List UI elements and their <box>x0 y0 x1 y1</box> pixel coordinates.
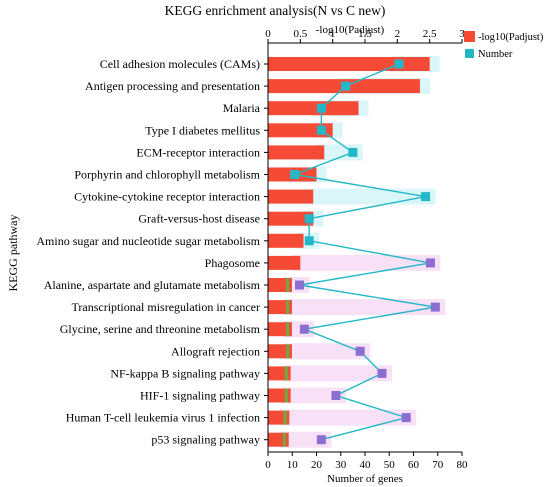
bottom-tick-label: 40 <box>360 459 372 471</box>
legend-swatch-number <box>465 49 474 58</box>
number-point <box>377 368 387 378</box>
bottom-tick-label: 30 <box>335 459 347 471</box>
top-tick-label: 0.5 <box>293 28 307 40</box>
top-tick-label: 0 <box>265 28 271 40</box>
category-label: Cytokine-cytokine receptor interaction <box>74 190 260 204</box>
bottom-tick-label: 80 <box>457 459 469 471</box>
padjust-bar <box>268 211 314 226</box>
top-tick-label: 2.5 <box>423 28 437 40</box>
padjust-bar <box>268 233 304 248</box>
row-band <box>292 254 441 271</box>
padjust-bar-accent <box>284 388 289 403</box>
category-label: Antigen processing and presentation <box>85 79 260 93</box>
top-tick-label: 2 <box>395 28 401 40</box>
bottom-axis-label: Number of genes <box>327 473 403 485</box>
number-point <box>341 81 351 91</box>
number-point <box>401 413 411 423</box>
category-label: Cell adhesion molecules (CAMs) <box>100 57 260 71</box>
top-tick-label: 3 <box>459 28 465 40</box>
legend-label-padjust: -log10(Padjust) <box>478 32 544 43</box>
padjust-bar <box>268 255 301 270</box>
padjust-bar <box>268 145 325 160</box>
number-point <box>290 170 300 179</box>
category-label: Transcriptional misregulation in cancer <box>71 300 260 314</box>
bar-layer <box>268 57 430 447</box>
number-point <box>355 346 365 356</box>
bottom-tick-label: 0 <box>265 459 271 471</box>
row-band <box>305 188 436 205</box>
number-point <box>316 103 326 113</box>
number-point <box>348 147 358 157</box>
category-label: Malaria <box>223 101 261 115</box>
chart-title: KEGG enrichment analysis(N vs C new) <box>165 3 386 18</box>
bottom-tick-label: 60 <box>408 459 420 471</box>
row-band <box>282 387 346 404</box>
bottom-tick-label: 20 <box>311 459 323 471</box>
category-label: Type I diabetes mellitus <box>145 123 260 137</box>
row-band <box>281 409 417 426</box>
category-label: ECM-receptor interaction <box>136 145 260 159</box>
number-point <box>299 324 309 334</box>
top-tick-label: 1 <box>330 28 336 40</box>
padjust-bar <box>268 123 333 138</box>
padjust-bar-accent <box>284 366 289 381</box>
padjust-bar <box>268 101 359 116</box>
category-label: HIF-1 signaling pathway <box>140 389 260 403</box>
number-point <box>295 280 305 290</box>
category-label: Phagosome <box>205 256 260 270</box>
row-band <box>283 299 446 316</box>
legend: -log10(Padjust) Number <box>464 31 544 60</box>
number-point <box>394 59 404 69</box>
number-point <box>331 391 341 400</box>
legend-swatch-padjust <box>464 31 475 42</box>
marker-layer <box>290 59 440 445</box>
axis-layer: 0 0.5 1 1.5 2 2.5 30 10 20 30 40 50 60 70 80 <box>264 28 468 471</box>
bottom-tick-label: 10 <box>287 459 299 471</box>
category-label: Human T-cell leukemia virus 1 infection <box>66 411 260 425</box>
number-point <box>421 192 431 202</box>
number-point <box>425 258 435 268</box>
category-label-layer: Cell adhesion molecules (CAMs) Antigen pr… <box>36 57 260 447</box>
bottom-tick-label: 50 <box>384 459 396 471</box>
number-point <box>316 435 326 445</box>
padjust-bar-accent <box>285 300 290 315</box>
bottom-tick-label: 70 <box>432 459 444 471</box>
y-axis-label: KEGG pathway <box>6 215 20 292</box>
number-point <box>430 302 440 312</box>
number-point <box>316 125 326 135</box>
padjust-bar-accent <box>283 410 287 425</box>
number-series-line <box>292 63 436 441</box>
category-label: Graft-versus-host disease <box>138 212 260 226</box>
category-label: NF-kappa B signaling pathway <box>110 366 260 380</box>
legend-label-number: Number <box>478 49 513 60</box>
row-band <box>282 365 392 382</box>
category-label: Allograft rejection <box>171 344 260 358</box>
category-label: Glycine, serine and threonine metabolism <box>60 322 261 336</box>
category-label: Amino sugar and nucleotide sugar metabol… <box>36 234 260 248</box>
category-label: Alanine, aspartate and glutamate metabol… <box>44 278 261 292</box>
top-axis-label: -log10(Padjust) <box>316 24 385 36</box>
padjust-bar-accent <box>285 344 290 359</box>
padjust-bar <box>268 57 430 71</box>
number-point <box>304 214 314 224</box>
padjust-bar-accent <box>285 278 290 292</box>
number-point <box>304 236 314 246</box>
category-label: Porphyrin and chlorophyll metabolism <box>74 168 260 182</box>
padjust-bar-accent <box>285 322 290 337</box>
padjust-bar <box>268 189 314 204</box>
category-label: p53 signaling pathway <box>151 433 260 447</box>
top-tick-label: 1.5 <box>358 28 372 40</box>
line-layer <box>292 63 436 441</box>
padjust-bar-accent <box>282 432 287 447</box>
